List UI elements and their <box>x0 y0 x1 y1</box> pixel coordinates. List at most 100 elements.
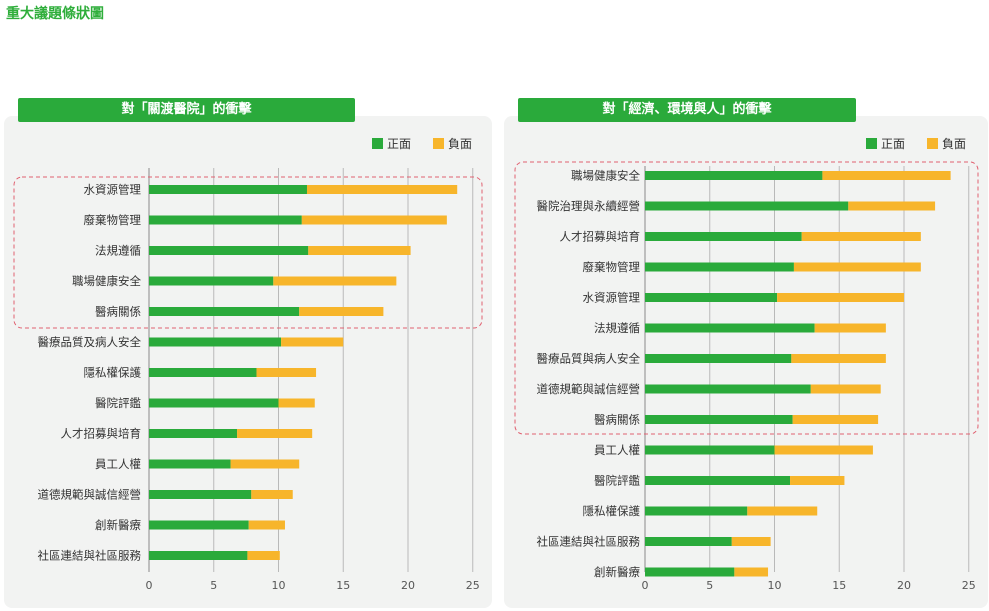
right-bar-negative <box>792 415 879 424</box>
right-category-label: 醫病關係 <box>594 413 640 427</box>
left-bar-positive <box>149 246 309 255</box>
page-title: 重大議題條狀圖 <box>6 6 104 22</box>
right-bar-positive <box>645 506 748 516</box>
legend-positive-swatch <box>866 138 877 149</box>
left-bar-positive <box>149 215 302 225</box>
left-bar-negative <box>278 398 315 408</box>
right-bar-negative <box>747 506 818 516</box>
right-category-label: 水資源管理 <box>583 291 641 305</box>
right-category-label: 醫療品質與病人安全 <box>537 352 641 366</box>
right-bar-positive <box>645 567 735 577</box>
left-x-tick-label: 20 <box>401 579 415 592</box>
right-chart-title: 對「經濟、環境與人」的衝擊 <box>518 98 856 122</box>
right-bar-positive <box>645 537 732 546</box>
right-bar-positive <box>645 171 823 180</box>
legend-negative-label: 負面 <box>448 137 473 151</box>
left-bar-positive <box>149 185 307 194</box>
left-bar-negative <box>308 246 411 255</box>
left-bar-positive <box>149 368 257 377</box>
left-bar-positive <box>149 490 252 499</box>
right-bar-positive <box>645 201 849 211</box>
left-category-label: 道德規範與誠信經營 <box>38 488 142 502</box>
left-category-label: 人才招募與培育 <box>61 427 142 441</box>
left-bar-negative <box>248 520 285 530</box>
left-category-label: 廢棄物管理 <box>84 213 142 227</box>
right-bar-positive <box>645 445 775 455</box>
left-category-label: 創新醫療 <box>95 518 141 532</box>
right-x-tick-label: 10 <box>768 579 782 592</box>
left-category-label: 醫病關係 <box>95 305 141 319</box>
left-bar-negative <box>306 185 458 194</box>
legend-positive-swatch <box>372 138 383 149</box>
right-bar-negative <box>814 323 886 333</box>
left-x-tick-label: 25 <box>466 579 480 592</box>
right-category-label: 醫院治理與永續經營 <box>537 199 641 213</box>
left-category-label: 水資源管理 <box>84 183 142 197</box>
left-bar-negative <box>256 368 317 377</box>
left-x-tick-label: 10 <box>272 579 286 592</box>
left-category-label: 職場健康安全 <box>72 274 141 288</box>
left-bar-positive <box>149 520 249 530</box>
left-x-tick-label: 15 <box>336 579 350 592</box>
right-x-tick-label: 25 <box>962 579 976 592</box>
left-category-label: 隱私權保護 <box>84 366 142 380</box>
left-category-label: 員工人權 <box>95 457 141 471</box>
right-bar-positive <box>645 384 811 394</box>
left-chart-title: 對「關渡醫院」的衝擊 <box>18 98 355 122</box>
left-bar-positive <box>149 429 238 438</box>
right-bar-positive <box>645 415 793 424</box>
left-bar-positive <box>149 337 282 347</box>
right-bar-positive <box>645 476 791 485</box>
left-x-tick-label: 0 <box>146 579 153 592</box>
right-category-label: 創新醫療 <box>594 565 640 579</box>
right-bar-positive <box>645 232 802 241</box>
left-category-label: 醫療品質及病人安全 <box>38 335 142 349</box>
legend-positive-label: 正面 <box>387 137 412 151</box>
right-category-label: 醫院評鑑 <box>594 474 640 488</box>
left-bar-positive <box>149 459 231 469</box>
left-bar-positive <box>149 398 279 408</box>
right-x-tick-label: 0 <box>642 579 649 592</box>
right-bar-negative <box>801 232 921 241</box>
left-bar-negative <box>237 429 313 438</box>
right-bar-negative <box>777 293 904 302</box>
right-bar-negative <box>731 537 771 546</box>
right-bar-negative <box>810 384 881 394</box>
left-bar-positive <box>149 307 300 316</box>
left-category-label: 醫院評鑑 <box>95 396 141 410</box>
right-x-tick-label: 5 <box>706 579 713 592</box>
right-x-tick-label: 20 <box>897 579 911 592</box>
right-bar-negative <box>793 262 921 272</box>
left-bar-negative <box>301 215 447 225</box>
left-bar-negative <box>247 551 280 560</box>
left-bar-negative <box>230 459 300 469</box>
left-x-tick-label: 5 <box>210 579 217 592</box>
left-bar-negative <box>299 307 384 316</box>
right-bar-negative <box>790 476 845 485</box>
legend-negative-swatch <box>433 138 445 149</box>
right-x-tick-label: 15 <box>832 579 846 592</box>
right-bar-negative <box>848 201 936 211</box>
right-category-label: 員工人權 <box>594 443 640 457</box>
right-category-label: 人才招募與培育 <box>560 230 641 244</box>
right-category-label: 法規遵循 <box>594 321 640 335</box>
right-bar-positive <box>645 293 778 302</box>
left-highlight-box <box>13 176 483 329</box>
legend-negative-swatch <box>927 138 939 149</box>
right-category-label: 社區連結與社區服務 <box>537 535 641 549</box>
right-category-label: 隱私權保護 <box>583 504 641 518</box>
left-bar-negative <box>273 276 397 286</box>
legend-negative-label: 負面 <box>942 137 967 151</box>
left-bar-positive <box>149 276 274 286</box>
right-category-label: 職場健康安全 <box>571 169 640 183</box>
left-category-label: 法規遵循 <box>95 244 141 258</box>
left-bar-negative <box>281 337 344 347</box>
left-bar-positive <box>149 551 248 560</box>
right-bar-negative <box>822 171 951 180</box>
right-bar-negative <box>774 445 873 455</box>
left-category-label: 社區連結與社區服務 <box>38 549 142 563</box>
right-bar-negative <box>791 354 886 363</box>
right-bar-positive <box>645 262 794 272</box>
left-legend: 正面 負面 <box>372 135 472 152</box>
